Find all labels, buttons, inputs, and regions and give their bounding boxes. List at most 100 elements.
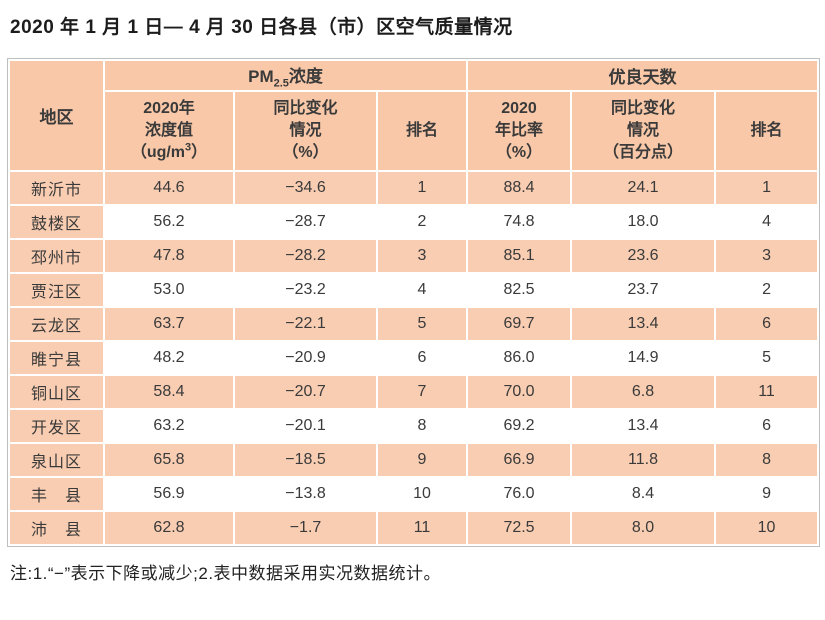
- pm-change-cell: −1.7: [233, 510, 378, 546]
- header-line: 情况: [289, 122, 322, 139]
- document: 2020 年 1 月 1 日— 4 月 30 日各县（市）区空气质量情况 地区 …: [6, 17, 821, 583]
- region-cell: 云龙区: [8, 306, 105, 342]
- header-line: 情况: [627, 122, 660, 139]
- region-cell: 睢宁县: [8, 340, 105, 376]
- pm-value-cell: 53.0: [103, 272, 235, 308]
- header-region: 地区: [8, 59, 105, 172]
- table-header: 地区 PM2.5浓度 优良天数 2020年 浓度值 （ug/m3） 同比变化 情…: [8, 59, 820, 172]
- header-group-row: 地区 PM2.5浓度 优良天数: [8, 59, 820, 172]
- table-row: 丰 县 56.9 −13.8 10 76.0 8.4 9: [8, 476, 820, 512]
- good-rank-cell: 6: [714, 408, 820, 444]
- good-ratio-cell: 69.7: [466, 306, 573, 342]
- pm-rank-cell: 9: [375, 442, 469, 478]
- header-pm-rank: 排名: [375, 90, 469, 172]
- header-good-ratio: 2020 年比率 （%）: [466, 90, 573, 172]
- header-line: （百分点）: [603, 144, 684, 161]
- page-title: 2020 年 1 月 1 日— 4 月 30 日各县（市）区空气质量情况: [10, 17, 513, 38]
- footnote: 注:1.“−”表示下降或减少;2.表中数据采用实况数据统计。: [10, 564, 442, 583]
- pm-label-suffix: 浓度: [288, 66, 323, 86]
- table-row: 鼓楼区 56.2 −28.7 2 74.8 18.0 4: [8, 204, 820, 240]
- pm-rank-cell: 2: [375, 204, 469, 240]
- pm-value-cell: 63.7: [103, 306, 235, 342]
- pm-value-cell: 58.4: [103, 374, 235, 410]
- pm-change-cell: −28.2: [233, 238, 378, 274]
- good-change-cell: 8.0: [570, 510, 717, 546]
- table-body: 新沂市 44.6 −34.6 1 88.4 24.1 1 鼓楼区 56.2 −2…: [8, 170, 820, 546]
- region-cell: 丰 县: [8, 476, 105, 512]
- header-pm-value: 2020年 浓度值 （ug/m3）: [103, 90, 235, 172]
- pm-label-prefix: PM: [248, 66, 274, 86]
- table-row: 沛 县 62.8 −1.7 11 72.5 8.0 10: [8, 510, 820, 546]
- pm-label-subscript: 2.5: [273, 77, 289, 90]
- good-ratio-cell: 76.0: [466, 476, 573, 512]
- unit-superscript: 3: [185, 141, 192, 154]
- pm-rank-cell: 3: [375, 238, 469, 274]
- table-row: 贾汪区 53.0 −23.2 4 82.5 23.7 2: [8, 272, 820, 308]
- pm-change-cell: −18.5: [233, 442, 378, 478]
- header-good-rank: 排名: [714, 90, 820, 172]
- region-cell: 鼓楼区: [8, 204, 105, 240]
- good-change-cell: 13.4: [570, 306, 717, 342]
- good-rank-cell: 3: [714, 238, 820, 274]
- pm-change-cell: −13.8: [233, 476, 378, 512]
- table-row: 新沂市 44.6 −34.6 1 88.4 24.1 1: [8, 170, 820, 206]
- region-cell: 邳州市: [8, 238, 105, 274]
- good-change-cell: 24.1: [570, 170, 717, 206]
- air-quality-table: 地区 PM2.5浓度 优良天数 2020年 浓度值 （ug/m3） 同比变化 情…: [6, 58, 821, 547]
- unit-prefix: （ug/m: [130, 144, 186, 161]
- pm-value-cell: 63.2: [103, 408, 235, 444]
- region-cell: 开发区: [8, 408, 105, 444]
- good-rank-cell: 8: [714, 442, 820, 478]
- pm-rank-cell: 6: [375, 340, 469, 376]
- pm-value-cell: 47.8: [103, 238, 235, 274]
- header-line: 年比率: [495, 122, 544, 139]
- good-rank-cell: 4: [714, 204, 820, 240]
- header-sub-row: 2020年 浓度值 （ug/m3） 同比变化 情况 （%） 排名 2020 年比…: [9, 90, 820, 172]
- header-line: 同比变化: [611, 100, 676, 117]
- good-ratio-cell: 88.4: [466, 170, 573, 206]
- pm-value-cell: 48.2: [103, 340, 235, 376]
- good-rank-cell: 6: [714, 306, 820, 342]
- header-line: （%）: [495, 144, 543, 161]
- good-change-cell: 8.4: [570, 476, 717, 512]
- pm-rank-cell: 4: [375, 272, 469, 308]
- pm-rank-cell: 7: [375, 374, 469, 410]
- header-line: 浓度值: [144, 122, 193, 139]
- good-ratio-cell: 70.0: [466, 374, 573, 410]
- header-line: （%）: [282, 144, 329, 161]
- good-ratio-cell: 82.5: [466, 272, 573, 308]
- pm-change-cell: −20.7: [233, 374, 378, 410]
- good-ratio-cell: 74.8: [466, 204, 573, 240]
- good-rank-cell: 2: [714, 272, 820, 308]
- pm-value-cell: 56.2: [103, 204, 235, 240]
- good-rank-cell: 5: [714, 340, 820, 376]
- table-row: 开发区 63.2 −20.1 8 69.2 13.4 6: [8, 408, 820, 444]
- pm-value-cell: 44.6: [103, 170, 235, 206]
- region-cell: 铜山区: [8, 374, 105, 410]
- pm-value-cell: 56.9: [103, 476, 235, 512]
- good-change-cell: 14.9: [570, 340, 717, 376]
- pm-rank-cell: 8: [375, 408, 469, 444]
- header-pm-change: 同比变化 情况 （%）: [233, 90, 378, 172]
- pm-value-cell: 62.8: [103, 510, 235, 546]
- region-cell: 新沂市: [8, 170, 105, 206]
- pm-rank-cell: 1: [375, 170, 469, 206]
- good-change-cell: 6.8: [570, 374, 717, 410]
- good-ratio-cell: 69.2: [466, 408, 573, 444]
- table-row: 云龙区 63.7 −22.1 5 69.7 13.4 6: [8, 306, 820, 342]
- good-ratio-cell: 72.5: [466, 510, 573, 546]
- pm-change-cell: −20.1: [233, 408, 378, 444]
- good-change-cell: 23.7: [570, 272, 717, 308]
- pm-rank-cell: 10: [375, 476, 469, 512]
- good-ratio-cell: 66.9: [466, 442, 573, 478]
- pm-change-cell: −20.9: [233, 340, 378, 376]
- pm-change-cell: −34.6: [233, 170, 378, 206]
- header-line: 2020年: [143, 100, 195, 117]
- pm-value-cell: 65.8: [103, 442, 235, 478]
- good-rank-cell: 10: [714, 510, 820, 546]
- table-row: 邳州市 47.8 −28.2 3 85.1 23.6 3: [8, 238, 820, 274]
- header-pm-group: PM2.5浓度: [102, 59, 469, 92]
- good-change-cell: 23.6: [570, 238, 717, 274]
- pm-rank-cell: 5: [375, 306, 469, 342]
- unit-suffix: ）: [191, 144, 208, 161]
